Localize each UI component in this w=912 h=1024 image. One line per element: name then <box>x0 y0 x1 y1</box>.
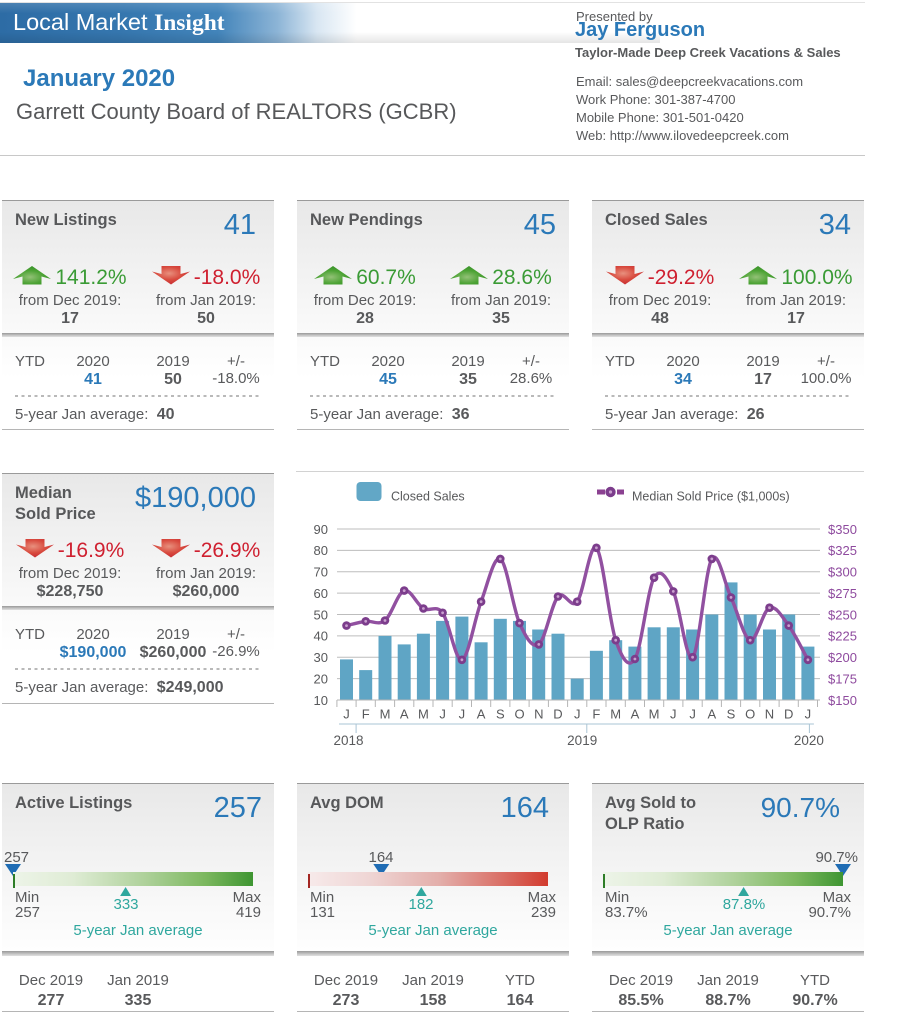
svg-text:60: 60 <box>314 586 328 601</box>
svg-text:Closed Sales: Closed Sales <box>391 490 465 504</box>
svg-text:J: J <box>574 707 581 722</box>
svg-text:F: F <box>592 707 600 722</box>
svg-text:A: A <box>477 707 486 722</box>
svg-text:J: J <box>805 707 812 722</box>
svg-text:90: 90 <box>314 522 328 537</box>
svg-text:J: J <box>459 707 466 722</box>
svg-text:A: A <box>707 707 716 722</box>
svg-text:J: J <box>439 707 446 722</box>
svg-text:$225: $225 <box>828 629 857 644</box>
svg-text:S: S <box>496 707 505 722</box>
svg-text:$300: $300 <box>828 565 857 580</box>
svg-text:80: 80 <box>314 543 328 558</box>
svg-text:40: 40 <box>314 629 328 644</box>
svg-text:N: N <box>765 707 774 722</box>
svg-text:F: F <box>362 707 370 722</box>
svg-text:$175: $175 <box>828 671 857 686</box>
svg-text:D: D <box>784 707 793 722</box>
svg-text:$275: $275 <box>828 586 857 601</box>
svg-text:2019: 2019 <box>567 733 597 748</box>
svg-text:$150: $150 <box>828 693 857 708</box>
svg-text:J: J <box>689 707 696 722</box>
svg-text:30: 30 <box>314 650 328 665</box>
svg-text:2020: 2020 <box>794 733 824 748</box>
svg-text:M: M <box>649 707 660 722</box>
svg-text:O: O <box>514 707 524 722</box>
svg-text:20: 20 <box>314 671 328 686</box>
svg-text:N: N <box>534 707 543 722</box>
svg-text:2018: 2018 <box>333 733 363 748</box>
svg-text:J: J <box>670 707 677 722</box>
svg-text:O: O <box>745 707 755 722</box>
svg-text:Median Sold Price ($1,000s): Median Sold Price ($1,000s) <box>632 490 790 504</box>
svg-text:M: M <box>418 707 429 722</box>
svg-text:$325: $325 <box>828 543 857 558</box>
svg-text:$350: $350 <box>828 522 857 537</box>
svg-text:J: J <box>343 707 350 722</box>
svg-text:A: A <box>631 707 640 722</box>
svg-text:S: S <box>727 707 736 722</box>
svg-text:70: 70 <box>314 565 328 580</box>
svg-text:D: D <box>553 707 562 722</box>
svg-text:$250: $250 <box>828 607 857 622</box>
svg-text:$200: $200 <box>828 650 857 665</box>
svg-text:10: 10 <box>314 693 328 708</box>
svg-text:M: M <box>610 707 621 722</box>
svg-text:M: M <box>380 707 391 722</box>
svg-text:50: 50 <box>314 607 328 622</box>
svg-text:A: A <box>400 707 409 722</box>
